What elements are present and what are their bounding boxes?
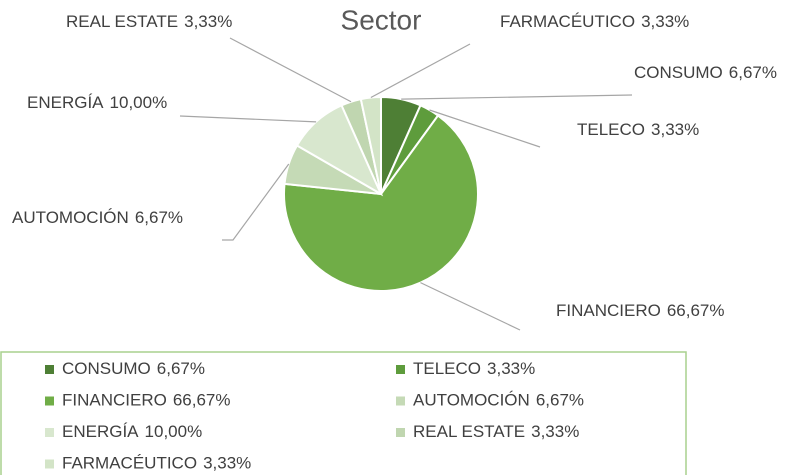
legend-box	[0, 351, 687, 475]
legend-label-category: ENERGÍA	[62, 422, 139, 441]
data-label-category: ENERGÍA	[27, 93, 104, 112]
legend-marker	[396, 396, 405, 406]
legend-marker	[396, 428, 405, 437]
leader-line	[229, 37, 352, 103]
data-label-value: 6,67%	[729, 63, 777, 82]
legend-label-value: 10,00%	[145, 422, 203, 441]
legend-marker	[45, 459, 54, 469]
data-label-category: FARMACÉUTICO	[500, 12, 635, 31]
chart-title: Sector	[341, 4, 422, 35]
data-label: TELECO 3,33%	[577, 120, 699, 139]
leader-line	[370, 43, 471, 99]
data-label-value: 66,67%	[667, 301, 725, 320]
data-label-value: 3,33%	[184, 12, 232, 31]
legend-label: ENERGÍA 10,00%	[62, 422, 202, 441]
leader-line	[179, 115, 317, 123]
legend-label-value: 6,67%	[536, 391, 584, 410]
data-label-value: 3,33%	[641, 12, 689, 31]
legend-label-value: 3,33%	[203, 454, 251, 473]
data-label: CONSUMO 6,67%	[634, 63, 777, 82]
legend-label-category: AUTOMOCIÓN	[413, 391, 530, 410]
leader-line	[222, 163, 290, 241]
data-label: FARMACÉUTICO 3,33%	[500, 12, 689, 31]
legend-marker	[45, 396, 54, 406]
legend-label-value: 3,33%	[487, 359, 535, 378]
data-label-category: AUTOMOCIÓN	[12, 208, 129, 227]
data-label-category: CONSUMO	[634, 63, 723, 82]
leader-line	[429, 109, 541, 148]
data-label: ENERGÍA 10,00%	[27, 93, 167, 112]
legend-marker	[396, 365, 405, 374]
legend-label: AUTOMOCIÓN 6,67%	[413, 391, 584, 410]
legend-label-category: TELECO	[413, 359, 481, 378]
data-label-category: FINANCIERO	[556, 301, 661, 320]
legend-label-category: FINANCIERO	[62, 391, 167, 410]
legend-label-category: REAL ESTATE	[413, 422, 525, 441]
leader-line	[401, 94, 633, 100]
legend-label: REAL ESTATE 3,33%	[413, 422, 579, 441]
data-label-category: REAL ESTATE	[66, 12, 178, 31]
data-label: AUTOMOCIÓN 6,67%	[12, 208, 183, 227]
data-label-value: 6,67%	[135, 208, 183, 227]
data-label-category: TELECO	[577, 120, 645, 139]
data-label-value: 10,00%	[110, 93, 168, 112]
legend-label-value: 3,33%	[531, 422, 579, 441]
leader-line	[420, 282, 521, 331]
legend-marker	[45, 365, 54, 374]
legend-marker	[45, 428, 54, 437]
legend-label: FINANCIERO 66,67%	[62, 391, 231, 410]
legend-label: CONSUMO 6,67%	[62, 359, 205, 378]
data-label-value: 3,33%	[651, 120, 699, 139]
data-label: REAL ESTATE 3,33%	[66, 12, 232, 31]
legend-label-category: CONSUMO	[62, 359, 151, 378]
legend-label-value: 66,67%	[173, 391, 231, 410]
legend-label: FARMACÉUTICO 3,33%	[62, 454, 251, 473]
data-label: FINANCIERO 66,67%	[556, 301, 725, 320]
legend-label: TELECO 3,33%	[413, 359, 535, 378]
pie-slice	[359, 95, 382, 195]
legend-label-category: FARMACÉUTICO	[62, 454, 197, 473]
legend-label-value: 6,67%	[157, 359, 205, 378]
